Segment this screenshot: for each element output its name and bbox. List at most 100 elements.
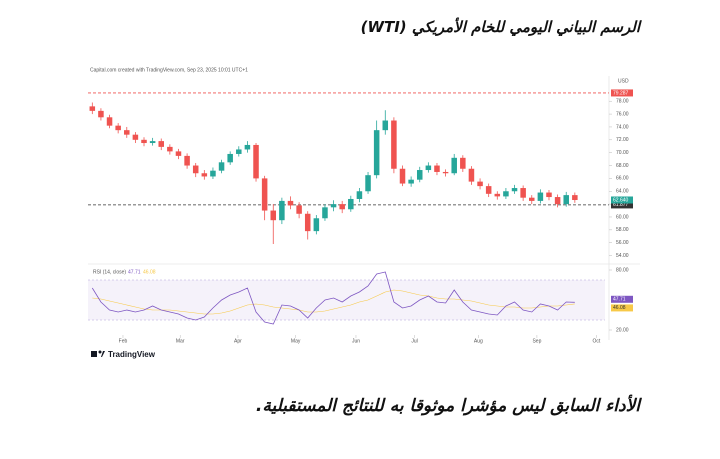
candle-body [279,200,285,221]
candle-body [416,170,423,180]
candle-body [175,151,182,156]
rsi-line [92,289,575,315]
last-price-tag [611,196,633,204]
candle-body [425,165,432,171]
x-tick-label: Feb [119,338,128,344]
candle-body [261,178,268,211]
rsi-tag-label: 47.71 [613,297,626,303]
candle-body [348,198,354,210]
candle-body [236,149,242,154]
candle-body [132,134,139,140]
candle-body [572,195,578,201]
candle-body [330,204,337,208]
rsi-tag [611,304,633,312]
rsi-legend-value: 47.71 [128,269,141,275]
candle-body [124,130,130,135]
y-tick-label: 74.00 [616,124,629,130]
price-tag [611,89,633,97]
candle-body [313,218,320,232]
rsi-tag-label: 46.08 [613,305,626,311]
rsi-legend: RSI (14, close) [93,269,126,275]
currency: USD [618,78,629,84]
y-tick-label: 58.00 [616,227,629,233]
candle-body [106,117,113,126]
x-tick-label: Apr [234,338,242,344]
candle-body [442,171,449,174]
candle-body [391,120,397,169]
brand-logo [91,350,105,357]
candle-body [408,179,414,184]
y-tick-label: 78.00 [616,99,629,105]
page-title: الرسم البياني اليومي للخام الأمريكي (WTI… [360,18,640,36]
candle-body [201,173,208,177]
candle-body [296,205,302,214]
candle-body [468,168,475,182]
rsi-band [88,280,605,320]
candle-body [373,130,380,176]
y-tick-label: 56.00 [616,240,629,246]
candle-body [89,106,96,111]
candle-body [218,162,225,171]
price-tag [611,201,633,209]
price-tag-label: 79.287 [613,90,629,96]
y-tick-label: 20.00 [616,327,629,333]
candle-body [503,191,509,197]
y-tick-label: 54.00 [616,253,629,259]
candle-body [227,153,233,163]
candle-body [520,188,526,198]
price-tag-label: 61.877 [613,202,629,208]
candle-body [529,197,535,201]
y-tick-label: 80.00 [616,267,629,273]
attribution: Capital.com created with TradingView.com… [90,67,248,73]
candle-body [494,193,501,197]
candle-body [158,141,164,147]
candle-body [365,175,371,192]
candle-body [322,207,328,219]
candle-body [485,186,492,194]
candle-body [546,192,552,198]
candle-body [287,200,294,206]
y-tick-label: 64.00 [616,189,629,195]
last-price-label: 62.640 [613,197,629,203]
y-tick-label: 66.00 [616,176,629,182]
y-tick-label: 60.00 [616,214,629,220]
x-tick-label: Aug [474,338,483,344]
candle-body [253,144,259,179]
disclaimer: الأداء السابق ليس مؤشرا موثوقا به للنتائ… [255,396,640,416]
x-tick-label: Sep [532,338,541,344]
candle-body [149,141,156,144]
candle-body [511,188,518,192]
candle-body [434,165,440,172]
candle-body [382,120,389,131]
candle-body [270,210,277,221]
brand: TradingView [108,350,156,359]
candle-body [244,144,251,150]
x-tick-label: Oct [592,338,600,344]
rsi-tag [611,295,633,303]
candle-body [451,157,457,174]
candle-body [167,146,173,152]
candle-body [210,170,216,177]
candle-body [460,157,466,169]
candle-body [304,213,311,232]
x-tick-label: Jun [352,338,360,344]
candle-body [537,192,544,201]
x-tick-label: Mar [176,338,185,344]
candle-body [554,197,561,205]
candle-body [356,191,363,199]
candle-body [339,204,345,210]
y-tick-label: 72.00 [616,137,629,143]
y-tick-label: 68.00 [616,163,629,169]
rsi-legend-value: 46.08 [143,269,156,275]
y-tick-label: 76.00 [616,111,629,117]
x-tick-label: May [291,338,301,344]
candle-body [563,195,569,205]
candle-body [399,168,406,184]
x-tick-label: Jul [411,338,417,344]
candle-body [192,165,199,174]
y-tick-label: 70.00 [616,150,629,156]
rsi-line [91,271,575,325]
candle-body [477,181,483,187]
